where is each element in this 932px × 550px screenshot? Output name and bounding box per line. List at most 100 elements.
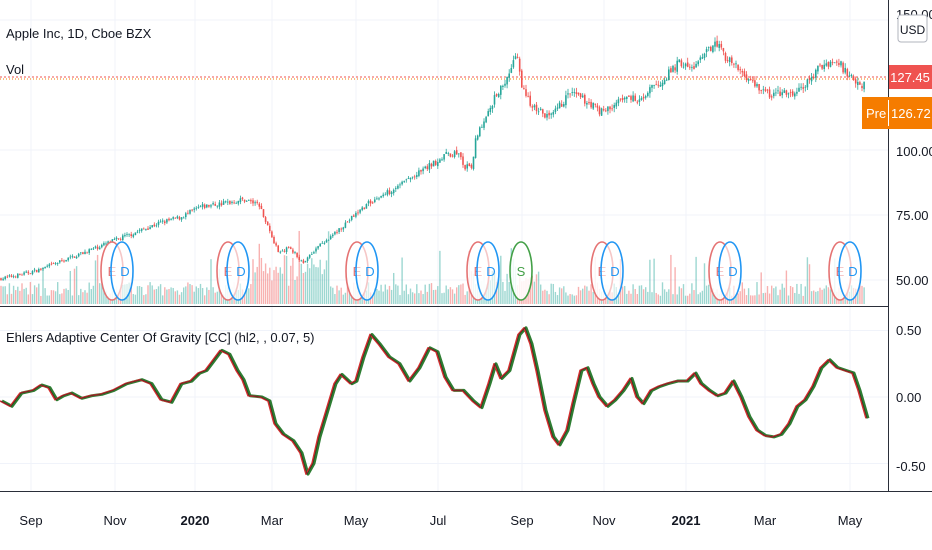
candle-body: [348, 220, 351, 222]
candle-body: [831, 62, 834, 63]
dividend-marker[interactable]: [476, 241, 500, 301]
time-axis[interactable]: Sep Nov 2020 Mar May Jul Sep Nov 2021 Mar May: [19, 513, 862, 528]
event-marker[interactable]: ED: [345, 241, 379, 301]
volume-bar: [827, 287, 830, 304]
event-marker[interactable]: ED: [590, 241, 624, 301]
candle-body: [46, 265, 48, 267]
volume-bar: [220, 292, 223, 304]
event-marker[interactable]: S: [509, 241, 533, 301]
candle-body: [804, 86, 807, 88]
candle-body: [483, 121, 485, 128]
candle-body: [546, 114, 548, 118]
candle-body: [464, 165, 466, 170]
event-marker[interactable]: ED: [828, 241, 862, 301]
volume-bar: [586, 286, 588, 304]
candle-body: [439, 159, 441, 163]
volume-bar: [666, 291, 668, 304]
symbol-title[interactable]: Apple Inc, 1D, Cboe BZX: [6, 26, 152, 41]
indicator-title[interactable]: Ehlers Adaptive Center Of Gravity [CC] (…: [6, 330, 315, 345]
volume-bar: [178, 294, 181, 304]
volume-bar: [42, 267, 44, 304]
candle-body: [630, 96, 632, 100]
event-markers[interactable]: ED ED ED ED S ED ED ED: [100, 241, 862, 301]
volume-bar: [451, 289, 454, 304]
price-candles: [0, 35, 865, 281]
volume-bar: [361, 295, 363, 304]
volume-bar: [296, 276, 298, 304]
volume-label[interactable]: Vol: [6, 62, 24, 77]
candle-body: [718, 44, 720, 48]
candle-body: [640, 98, 643, 100]
candle-body: [397, 185, 399, 189]
candle-body: [554, 108, 557, 112]
candle-body: [111, 239, 114, 243]
indicator-axis[interactable]: 0.50 0.00 -0.50: [896, 323, 926, 474]
volume-bar: [458, 285, 460, 304]
candle-body: [663, 80, 666, 85]
candle-body: [401, 181, 403, 185]
candle-body: [689, 66, 691, 68]
event-marker[interactable]: ED: [100, 241, 134, 301]
currency-button[interactable]: USD: [897, 14, 928, 43]
volume-bar: [271, 280, 273, 304]
volume-bar: [445, 285, 447, 304]
candle-body: [353, 215, 355, 217]
volume-bar: [405, 284, 407, 304]
candle-body: [657, 84, 660, 86]
volume-bar: [760, 272, 762, 304]
candle-body: [598, 107, 601, 115]
candle-body: [31, 271, 34, 275]
event-marker[interactable]: ED: [708, 241, 742, 301]
volume-bar: [426, 291, 428, 304]
candle-body: [422, 168, 424, 172]
event-marker[interactable]: ED: [466, 241, 500, 301]
candle-body: [720, 43, 723, 48]
volume-bar: [208, 289, 210, 304]
dividend-marker[interactable]: [355, 241, 379, 301]
candle-body: [390, 192, 393, 195]
volume-bar: [773, 288, 775, 304]
candle-body: [481, 126, 483, 128]
dividend-marker[interactable]: [718, 241, 742, 301]
candle-body: [80, 252, 82, 254]
candle-body: [773, 92, 775, 97]
candle-body: [256, 201, 258, 203]
candle-body: [766, 89, 769, 91]
candle-body: [61, 260, 63, 261]
candle-body: [371, 202, 374, 204]
candle-body: [516, 57, 519, 58]
candle-body: [846, 69, 849, 77]
candle-body: [552, 112, 555, 115]
volume-bar: [863, 287, 865, 304]
volume-bar: [495, 281, 498, 304]
candle-body: [325, 240, 328, 243]
candle-body: [699, 57, 702, 60]
candle-body: [344, 222, 347, 228]
candle-body: [170, 218, 172, 220]
dividend-marker[interactable]: [600, 241, 624, 301]
candle-body: [823, 64, 825, 70]
volume-bar: [292, 257, 294, 304]
volume-bar: [19, 290, 21, 304]
candle-body: [128, 233, 130, 235]
volume-bar: [636, 293, 638, 304]
candle-body: [649, 87, 651, 94]
dividend-marker[interactable]: [110, 241, 134, 301]
candle-body: [840, 61, 842, 66]
volume-bar: [325, 260, 328, 304]
volume-bar: [260, 257, 263, 304]
volume-bar: [441, 293, 443, 304]
volume-bar: [346, 284, 349, 304]
split-marker[interactable]: [509, 241, 533, 301]
candle-body: [491, 105, 494, 109]
candle-body: [350, 215, 353, 220]
candle-body: [243, 199, 246, 202]
candle-body: [468, 163, 471, 166]
volume-bar: [701, 290, 704, 304]
volume-bar: [697, 294, 699, 304]
event-marker[interactable]: ED: [216, 241, 250, 301]
dividend-marker[interactable]: [838, 241, 862, 301]
dividend-marker[interactable]: [226, 241, 250, 301]
